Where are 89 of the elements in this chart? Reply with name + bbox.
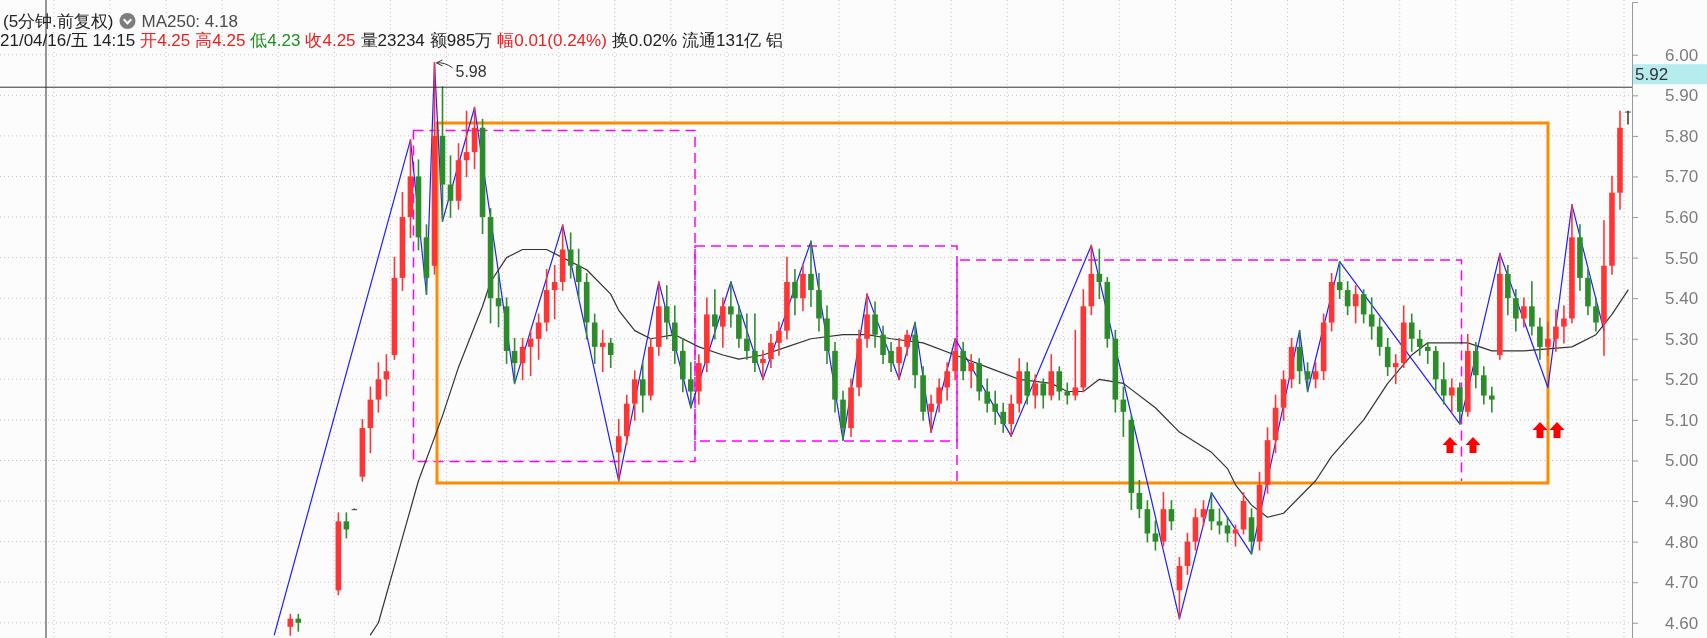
candlestick <box>728 281 734 328</box>
candlestick <box>1056 366 1063 401</box>
annotation: MA250: 4.18 <box>141 12 238 31</box>
candlestick <box>688 362 694 409</box>
candlestick <box>1000 402 1007 433</box>
ref-line-label: 5.92 <box>1635 65 1669 85</box>
candlestick <box>808 240 814 308</box>
candlestick <box>760 350 766 381</box>
candlestick <box>1392 354 1399 385</box>
candlestick <box>1529 281 1535 336</box>
candlestick <box>1368 297 1375 340</box>
candlestick <box>984 378 990 413</box>
candlestick <box>712 289 718 340</box>
candlestick <box>1625 110 1631 125</box>
candlestick <box>1537 317 1543 360</box>
candlestick <box>720 297 726 348</box>
candlestick <box>1072 329 1079 401</box>
candlestick <box>1224 516 1231 543</box>
annotation: 幅0.01(0.24%) <box>497 31 607 50</box>
candlestick <box>639 362 646 413</box>
annotation: 量23234 <box>360 31 425 50</box>
candlestick <box>944 362 950 401</box>
candlestick <box>952 337 958 381</box>
candlestick <box>960 342 966 381</box>
y-tick-label: 4.60 <box>1665 613 1699 633</box>
y-tick-label: 5.30 <box>1665 329 1699 349</box>
annotation: 高4.25 <box>195 31 246 50</box>
y-tick-label: 5.80 <box>1665 126 1699 146</box>
y-tick-label: 5.00 <box>1665 451 1699 471</box>
y-tick-label: 4.80 <box>1665 532 1699 552</box>
candlestick <box>1593 297 1599 332</box>
candlestick <box>872 301 878 348</box>
candlestick <box>1008 394 1015 437</box>
candlestick <box>936 378 942 413</box>
candlestick <box>1232 524 1239 547</box>
candlestick <box>1448 378 1455 413</box>
y-tick-label: 5.40 <box>1665 289 1699 309</box>
annotation: 换0.02% <box>611 31 678 50</box>
candlestick <box>1416 329 1423 356</box>
y-tick-label: 5.20 <box>1665 370 1699 390</box>
y-tick-label: 5.50 <box>1665 248 1699 268</box>
y-tick-label: 4.90 <box>1665 491 1699 511</box>
y-tick-label: 5.10 <box>1665 410 1699 430</box>
annotation: 开4.25 <box>140 31 191 50</box>
candlestick <box>1481 366 1487 405</box>
candlestick <box>744 313 750 360</box>
candlestick <box>1513 289 1519 332</box>
candlestick <box>1032 374 1039 409</box>
candlestick <box>992 390 998 425</box>
y-tick-label: 4.70 <box>1665 573 1699 593</box>
candlestick <box>888 342 894 373</box>
candlestick <box>968 354 974 389</box>
candlestick <box>792 268 798 316</box>
candlestick <box>1561 305 1567 344</box>
annotation: 5.98 <box>455 62 487 80</box>
candlestick <box>768 333 774 368</box>
annotation: 额985万 <box>429 31 493 50</box>
y-tick-label: 6.00 <box>1665 45 1699 65</box>
annotation: 收4.25 <box>305 31 356 50</box>
candlestick <box>776 321 782 356</box>
candlestick <box>880 325 886 364</box>
y-tick-label: 5.90 <box>1665 86 1699 106</box>
candlestick <box>567 232 574 279</box>
candlestick <box>1408 313 1415 352</box>
candlestick <box>928 394 934 433</box>
annotation: 铝 <box>765 31 784 50</box>
candlestick <box>752 313 758 373</box>
y-tick-label: 5.60 <box>1665 207 1699 227</box>
y-tick-label: 5.70 <box>1665 167 1699 187</box>
annotation: 流通131亿 <box>682 31 762 50</box>
candlestick <box>1064 382 1071 405</box>
candlestick <box>1489 386 1495 413</box>
candlestick <box>904 329 910 356</box>
line-series <box>369 248 1629 636</box>
candlestick <box>1545 321 1551 356</box>
candlestick <box>896 337 902 381</box>
candlestick <box>599 329 606 373</box>
annotation: 21/04/16/五 14:15 <box>0 31 136 50</box>
annotation: 低4.23 <box>250 31 301 50</box>
candlestick <box>1553 309 1559 352</box>
candlestick <box>1521 297 1527 328</box>
candlestick <box>1040 378 1047 409</box>
text: (5分钟.前复权) <box>3 12 114 31</box>
candlestick <box>375 362 382 413</box>
candlestick <box>1424 342 1431 364</box>
candlestick <box>663 285 670 340</box>
candlestick <box>1440 362 1447 405</box>
candlestick <box>615 419 622 482</box>
candlestick <box>607 337 614 368</box>
